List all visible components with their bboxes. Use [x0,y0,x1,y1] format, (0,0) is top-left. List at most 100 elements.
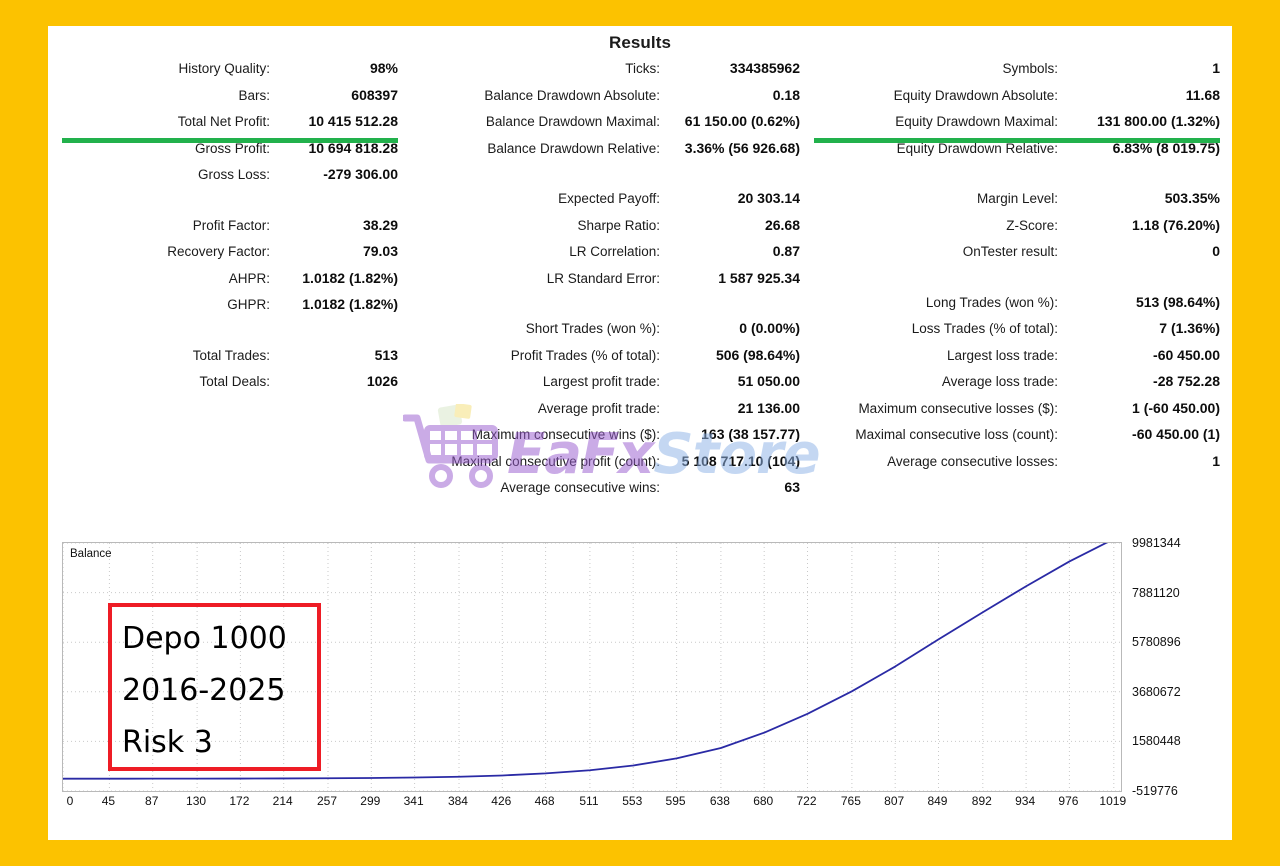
stat-value: 0.87 [772,243,800,259]
stat-row: Loss Trades (% of total): 7 (1.36%) [808,320,1220,347]
stat-value: 131 800.00 (1.32%) [1097,113,1220,129]
x-tick-label: 426 [491,794,512,808]
stat-value: 7 (1.36%) [1159,320,1220,336]
callout-box: Depo 1000 2016-2025 Risk 3 [108,603,321,771]
stat-value: -28 752.28 [1153,373,1220,389]
stat-value: 98% [369,60,398,76]
x-tick-label: 172 [229,794,250,808]
x-tick-label: 892 [971,794,992,808]
stat-value: 506 (98.64%) [715,346,800,363]
stat-label: Total Deals: [199,374,270,389]
stat-label: Total Trades: [192,347,270,363]
x-tick-label: 553 [622,794,643,808]
x-tick-label: 934 [1015,794,1036,808]
stat-row: OnTester result: 0 [808,243,1220,270]
stat-label: Loss Trades (% of total): [911,321,1058,336]
stat-row: Equity Drawdown Maximal: 131 800.00 (1.32… [808,113,1220,142]
stat-value: 51 050.00 [737,373,800,389]
stat-label: Ticks: [625,61,660,76]
stat-label: Average profit trade: [537,400,660,416]
stat-label: Long Trades (won %): [925,294,1058,310]
stat-row: Total Net Profit: 10 415 512.28 [58,113,398,142]
stat-row: LR Standard Error: 1 587 925.34 [400,270,800,297]
stat-label: History Quality: [178,61,270,76]
stat-value: 3.36% (56 926.68) [684,139,800,156]
stat-value: 6.83% (8 019.75) [1112,139,1220,156]
x-tick-label: 1019 [1099,794,1127,808]
stat-row: Bars: 608397 [58,87,398,114]
x-tick-label: 45 [101,794,116,808]
stat-label: Gross Loss: [197,167,270,182]
x-tick-label: 722 [796,794,817,808]
stat-value: 79.03 [362,243,398,259]
stat-value: 1.18 (76.20%) [1132,216,1220,233]
stat-value: 61 150.00 (0.62%) [684,113,800,129]
stats-column-3: Symbols: 1 Equity Drawdown Absolute: 11.68 E… [808,60,1220,479]
stat-label: Balance Drawdown Relative: [487,140,660,156]
chart-y-axis: 9981344 7881120 5780896 3680672 1580448 -5197… [1126,536,1220,798]
stat-row: Long Trades (won %): 513 (98.64%) [808,294,1220,321]
stat-label: Expected Payoff: [558,191,660,206]
stat-value: -60 450.00 [1153,346,1220,363]
stat-row: Maximum consecutive wins ($): 163 (38 157… [400,426,800,453]
stat-group-gap [808,166,1220,190]
stat-row: Maximum consecutive losses ($): 1 (-60 45… [808,400,1220,427]
stat-group-gap [808,270,1220,294]
stat-label: Profit Trades (% of total): [510,347,660,363]
stat-row: Largest loss trade: -60 450.00 [808,347,1220,374]
stat-group-gap [58,193,398,217]
stat-value: 503.35% [1164,190,1220,206]
y-tick-label: 7881120 [1132,585,1180,600]
stat-label: LR Correlation: [569,244,660,259]
stat-value: 1 [1212,452,1220,469]
stat-row: Symbols: 1 [808,60,1220,87]
stat-value: 1.0182 (1.82%) [302,296,398,312]
stat-value: 1 (-60 450.00) [1132,399,1220,416]
page-title: Results [608,33,672,52]
stat-row: GHPR: 1.0182 (1.82%) [58,296,398,323]
stat-label: Maximal consecutive loss (count): [855,427,1058,442]
stat-value: 20 303.14 [737,190,800,206]
stat-row: Short Trades (won %): 0 (0.00%) [400,320,800,347]
stat-value: 11.68 [1185,86,1220,103]
stat-label: Profit Factor: [192,217,270,233]
stat-label: Maximum consecutive losses ($): [858,400,1058,416]
stat-label: Symbols: [1002,61,1058,76]
stat-label: Maximum consecutive wins ($): [471,427,660,442]
x-tick-label: 595 [665,794,686,808]
stat-label: Balance Drawdown Maximal: [485,114,660,129]
stat-row: Total Trades: 513 [58,347,398,374]
chart-x-axis: 0 45 87 130 172 214 257 299 341 384 426 468 511 553 59… [62,794,1126,816]
x-tick-label: 341 [403,794,424,808]
x-tick-label: 0 [66,794,74,808]
stat-label: AHPR: [228,270,270,286]
stat-value: 334385962 [729,60,800,76]
stat-value: 1026 [366,373,398,389]
x-tick-label: 849 [927,794,948,808]
statistics-grid: History Quality: 98% Bars: 608397 Total Net … [48,60,1232,560]
stat-group-gap [400,296,800,320]
stat-row: Maximal consecutive loss (count): -60 450… [808,426,1220,453]
y-tick-label: 9981344 [1132,536,1181,550]
stat-row: Balance Drawdown Maximal: 61 150.00 (0.62… [400,113,800,140]
x-tick-label: 807 [884,794,905,808]
chart-legend-label: Balance [70,548,112,560]
x-tick-label: 384 [447,794,468,808]
stat-label: Margin Level: [976,191,1058,206]
stat-value: -60 450.00 (1) [1132,426,1220,442]
stat-value: 0.18 [772,86,800,103]
stat-row: Recovery Factor: 79.03 [58,243,398,270]
stat-row: Average consecutive losses: 1 [808,453,1220,480]
stat-row: Gross Loss: -279 306.00 [58,166,398,193]
x-tick-label: 638 [709,794,730,808]
stat-value: 513 [374,346,398,363]
stat-value: 1.0182 (1.82%) [302,269,398,286]
stat-value: 26.68 [764,216,800,233]
stat-value: 38.29 [362,216,398,233]
stat-label: Largest loss trade: [946,347,1058,363]
stat-row: Equity Drawdown Absolute: 11.68 [808,87,1220,114]
x-tick-label: 765 [840,794,861,808]
stat-value: 163 (38 157.77) [701,426,800,442]
stat-label: Total Net Profit: [177,114,270,129]
stats-column-2: Ticks: 334385962 Balance Drawdown Absolute… [400,60,800,506]
